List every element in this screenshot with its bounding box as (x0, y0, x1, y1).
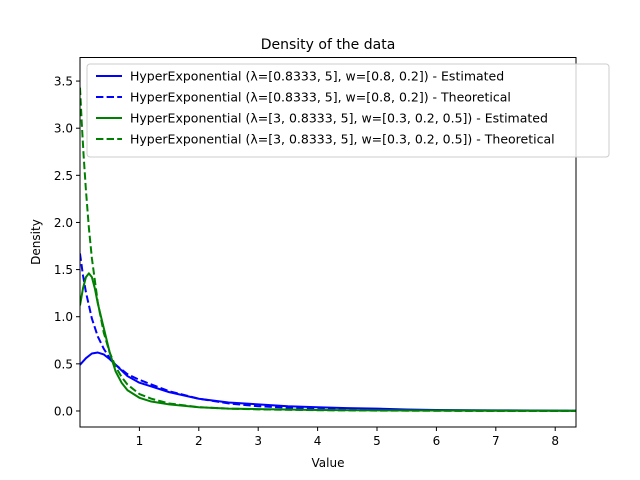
y-tick-label: 0.0 (54, 404, 73, 418)
y-tick-label: 0.5 (54, 357, 73, 371)
y-tick-label: 2.0 (54, 216, 73, 230)
legend-entry-label: HyperExponential (λ=[3, 0.8333, 5], w=[0… (130, 111, 548, 126)
x-tick-label: 6 (433, 434, 441, 448)
y-tick-label: 3.0 (54, 122, 73, 136)
plot-frame (79, 57, 577, 428)
x-axis: 1 2 3 4 5 6 7 8 (136, 427, 559, 448)
x-tick-label: 5 (373, 434, 381, 448)
x-tick-label: 2 (195, 434, 203, 448)
legend-entry-label: HyperExponential (λ=[0.8333, 5], w=[0.8,… (130, 69, 504, 84)
y-tick-label: 1.0 (54, 310, 73, 324)
x-tick-label: 1 (136, 434, 144, 448)
y-tick-label: 2.5 (54, 169, 73, 183)
x-tick-label: 3 (254, 434, 262, 448)
series-line-4 (80, 87, 576, 412)
plot-area (80, 87, 576, 412)
legend-entry-label: HyperExponential (λ=[0.8333, 5], w=[0.8,… (130, 90, 511, 105)
chart-title: Density of the data (261, 37, 396, 53)
series-line-3 (80, 272, 576, 412)
y-tick-label: 1.5 (54, 263, 73, 277)
y-axis-label: Density (29, 219, 43, 265)
x-tick-label: 8 (551, 434, 559, 448)
x-tick-label: 4 (314, 434, 322, 448)
x-axis-label: Value (312, 456, 345, 470)
legend-entry-label: HyperExponential (λ=[3, 0.8333, 5], w=[0… (130, 132, 555, 147)
y-tick-label: 3.5 (54, 75, 73, 89)
x-tick-label: 7 (492, 434, 500, 448)
legend-box (86, 63, 610, 158)
y-axis: 0.0 0.5 1.0 1.5 2.0 2.5 3.0 3.5 (54, 75, 80, 418)
legend: HyperExponential (λ=[0.8333, 5], w=[0.8,… (86, 63, 610, 158)
